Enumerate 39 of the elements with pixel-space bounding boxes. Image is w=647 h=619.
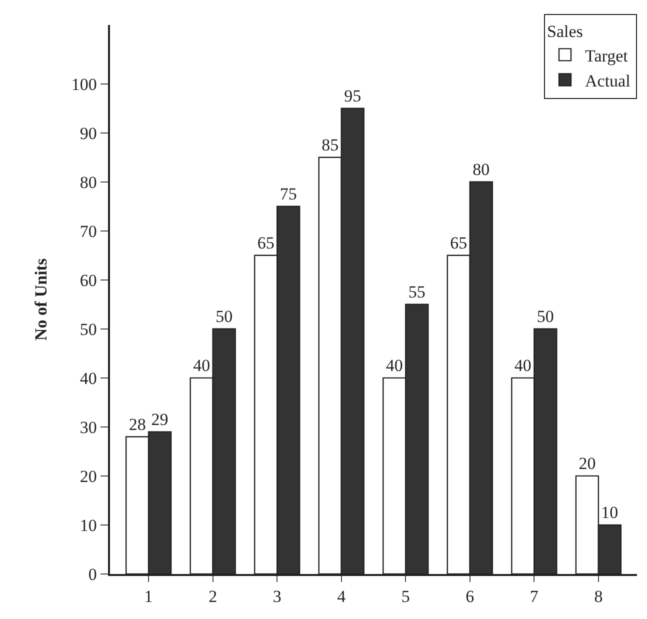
x-tick-label: 7 xyxy=(530,587,539,606)
y-tick-label: 0 xyxy=(88,564,97,584)
x-tick-label: 8 xyxy=(594,587,603,606)
y-tick-label: 100 xyxy=(71,74,97,94)
data-label: 95 xyxy=(344,86,362,106)
data-label: 28 xyxy=(128,414,146,434)
data-label: 75 xyxy=(280,184,297,204)
data-label: 65 xyxy=(257,233,274,252)
data-label: 40 xyxy=(514,356,532,375)
x-tick-label: 6 xyxy=(466,587,474,606)
x-tick-label: 2 xyxy=(208,587,218,606)
data-label: 29 xyxy=(151,410,168,429)
y-tick-label: 70 xyxy=(80,222,97,241)
y-tick-label: 60 xyxy=(80,270,97,290)
data-label: 50 xyxy=(536,306,554,326)
data-label: 50 xyxy=(216,306,233,326)
legend-label: Target xyxy=(585,46,628,66)
x-tick-label: 4 xyxy=(337,587,346,606)
legend-label: Actual xyxy=(585,71,631,90)
x-tick-label: 5 xyxy=(401,587,410,606)
x-tick-label: 3 xyxy=(272,587,282,606)
y-tick-label: 40 xyxy=(80,368,97,388)
y-tick-label: 90 xyxy=(80,124,97,143)
y-tick-label: 50 xyxy=(80,320,97,339)
data-label: 85 xyxy=(322,135,339,154)
data-label: 20 xyxy=(578,454,596,473)
data-label: 40 xyxy=(386,356,403,375)
y-axis-title: No of Units xyxy=(31,258,50,341)
legend-title: Sales xyxy=(547,22,583,42)
y-tick-label: 20 xyxy=(80,466,97,486)
data-label: 40 xyxy=(193,356,210,375)
y-tick-label: 80 xyxy=(80,172,97,192)
data-label: 10 xyxy=(601,502,618,522)
y-tick-label: 10 xyxy=(80,516,97,535)
data-label: 65 xyxy=(450,233,468,252)
x-tick-label: 1 xyxy=(144,587,153,606)
data-label: 80 xyxy=(472,160,490,179)
y-tick-label: 30 xyxy=(80,418,97,437)
data-label: 55 xyxy=(408,282,426,302)
